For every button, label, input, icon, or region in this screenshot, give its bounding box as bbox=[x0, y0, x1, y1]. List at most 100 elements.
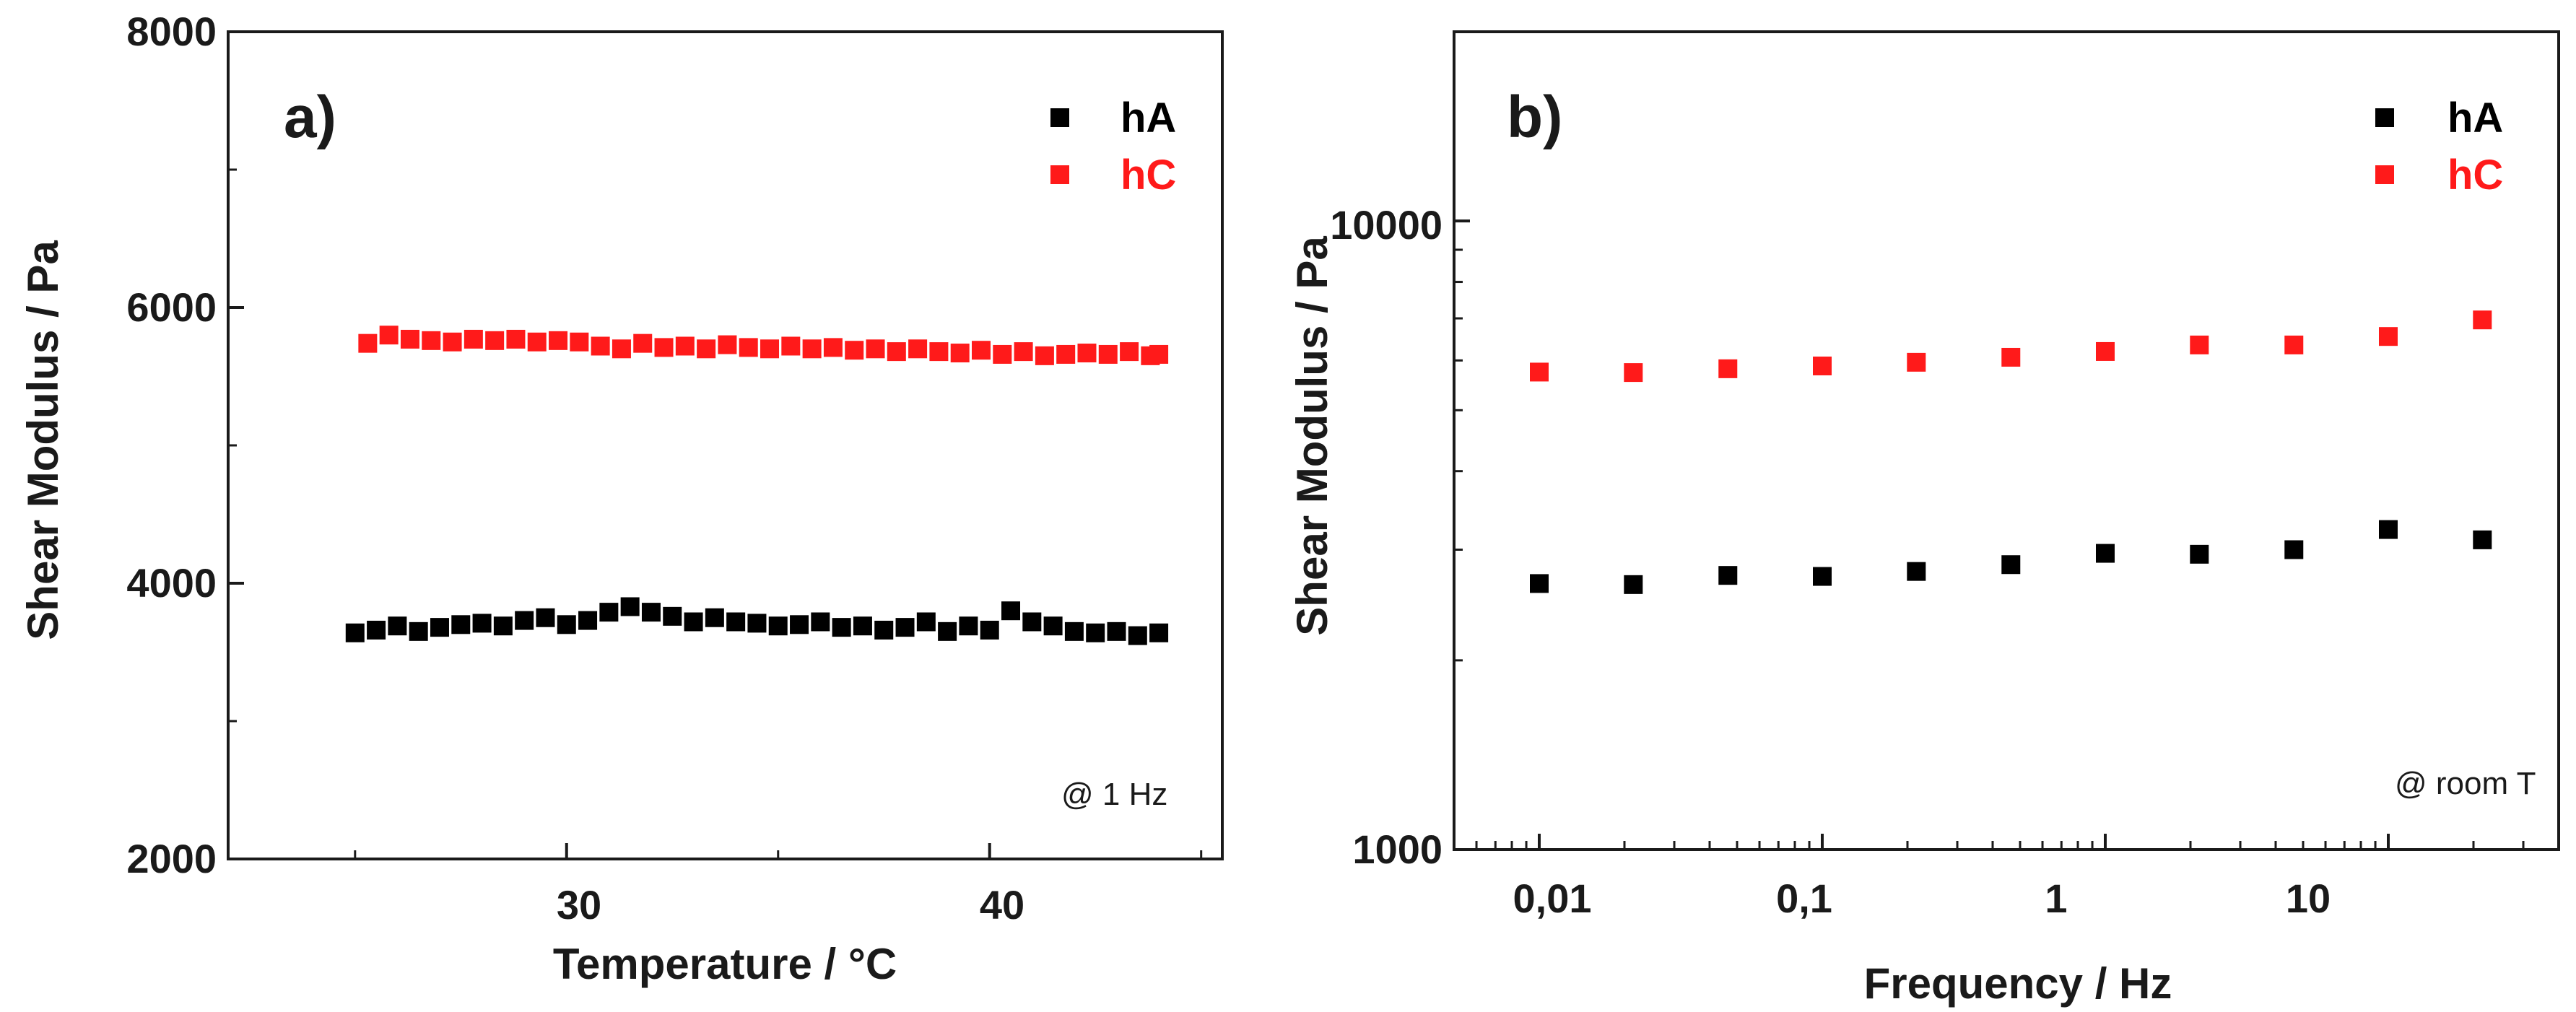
panel-b-hA-data-point bbox=[2473, 530, 2492, 549]
panel-a-hC-data-point bbox=[697, 339, 716, 359]
panel-b-hA-data-point bbox=[1813, 567, 1832, 586]
panel-b-hC-data-point bbox=[1907, 352, 1926, 372]
panel-b-ytick-label-10000: 10000 bbox=[1330, 202, 1443, 248]
panel-b-hC-data-point bbox=[1624, 363, 1643, 383]
panel-a-hC-data-point bbox=[422, 331, 441, 350]
panel-b-annotation: @ room T bbox=[2395, 766, 2536, 801]
panel-a-hC-data-point bbox=[802, 339, 822, 359]
panel-a-hC-data-point bbox=[950, 344, 970, 363]
panel-a-hA-data-point bbox=[1043, 616, 1063, 636]
panel-b-hC-data-point bbox=[2190, 335, 2209, 354]
panel-a-legend-marker-hA bbox=[1050, 108, 1069, 127]
panel-a-hC-data-point bbox=[823, 338, 843, 357]
panel-b-plot-frame bbox=[1453, 30, 2560, 851]
panel-a-x-axis-title: Temperature / °C bbox=[553, 940, 897, 988]
panel-a-hA-data-point bbox=[895, 618, 915, 637]
panel-b-hA-data-point bbox=[1530, 574, 1549, 593]
panel-a-hA-data-point bbox=[451, 615, 471, 634]
panel-a-legend-marker-hC bbox=[1050, 165, 1069, 184]
panel-a-hA-data-point bbox=[1001, 601, 1021, 621]
panel-a-hC-data-point bbox=[781, 336, 801, 356]
panel-a-hC-data-point bbox=[1035, 346, 1054, 365]
panel-a-hA-data-point bbox=[663, 606, 682, 626]
panel-b-legend-label-hC: hC bbox=[2447, 152, 2503, 199]
panel-a-hA-data-point bbox=[790, 615, 809, 634]
panel-a-hC-data-point bbox=[1098, 344, 1118, 364]
panel-b-xtick-label-0-1: 0,1 bbox=[1776, 876, 1832, 921]
panel-a-hC-data-point bbox=[760, 339, 780, 359]
panel-a-hA-data-point bbox=[747, 614, 767, 633]
panel-a-hA-data-point bbox=[853, 616, 872, 636]
panel-a-hA-data-point bbox=[515, 611, 534, 630]
panel-a-hC-data-point bbox=[570, 332, 589, 352]
panel-a-hA-data-point bbox=[980, 620, 999, 640]
panel-a-xtick-label-30: 30 bbox=[557, 882, 601, 928]
panel-b-hA-data-point bbox=[2095, 544, 2115, 563]
panel-a-hC-data-point bbox=[718, 335, 737, 354]
panel-a-annotation: @ 1 Hz bbox=[1061, 777, 1167, 812]
panel-a-hC-data-point bbox=[506, 329, 526, 349]
panel-a: a) 2000 4000 6000 8000 30 40 Temperature… bbox=[19, 9, 1224, 988]
panel-b-hA-data-point bbox=[2284, 540, 2304, 559]
panel-a-hC-data-point bbox=[485, 331, 505, 350]
panel-a-hA-data-point bbox=[1086, 623, 1105, 642]
panel-a-hA-data-point bbox=[1107, 621, 1126, 641]
panel-a-ticks bbox=[228, 30, 1203, 860]
panel-b-hA-data-point bbox=[1718, 566, 1738, 585]
panel-b-xtick-label-0-01: 0,01 bbox=[1513, 876, 1592, 921]
panel-a-hA-data-point bbox=[388, 616, 407, 636]
panel-a-ytick-label-2000: 2000 bbox=[126, 836, 217, 881]
panel-b: b) 1000 10000 0,01 0,1 1 10 Frequency / … bbox=[1288, 30, 2560, 1008]
panel-b-hC-data-point bbox=[2001, 347, 2021, 367]
panel-a-hC-data-point bbox=[845, 341, 864, 360]
panel-b-legend-label-hA: hA bbox=[2447, 95, 2503, 141]
panel-a-label: a) bbox=[284, 84, 336, 150]
panel-a-hA-data-point bbox=[959, 616, 978, 636]
panel-a-xtick-label-40: 40 bbox=[980, 882, 1024, 928]
panel-a-hA-data-point bbox=[1064, 621, 1084, 641]
panel-b-ticks bbox=[1454, 219, 2525, 851]
panel-a-hA-data-point bbox=[641, 603, 661, 622]
panel-a-hA-data-point bbox=[705, 608, 724, 627]
panel-a-hA-data-point bbox=[472, 614, 492, 633]
panel-a-hC-data-point bbox=[1014, 342, 1033, 362]
panel-b-hA-data-point bbox=[2001, 555, 2021, 575]
panel-b-hA-data-point bbox=[1624, 575, 1643, 594]
panel-a-legend-label-hA: hA bbox=[1121, 95, 1176, 141]
panel-a-hA-data-point bbox=[811, 612, 830, 632]
panel-a-data-points bbox=[345, 326, 1169, 645]
panel-b-ytick-label-1000: 1000 bbox=[1352, 826, 1443, 872]
panel-b-legend-marker-hA bbox=[2375, 108, 2394, 127]
panel-b-hC-data-point bbox=[1813, 356, 1832, 375]
panel-a-hC-data-point bbox=[633, 333, 653, 353]
panel-b-x-axis-title: Frequency / Hz bbox=[1864, 959, 2172, 1008]
panel-a-hA-data-point bbox=[493, 616, 513, 636]
panel-a-hC-data-point bbox=[1149, 344, 1169, 364]
panel-b-hA-data-point bbox=[1907, 562, 1926, 581]
panel-a-hA-data-point bbox=[599, 603, 619, 622]
panel-a-hC-data-point bbox=[527, 332, 547, 352]
panel-a-hC-data-point bbox=[929, 342, 949, 362]
panel-a-hA-data-point bbox=[726, 612, 746, 632]
panel-b-hA-data-point bbox=[2190, 544, 2209, 564]
panel-a-hC-data-point bbox=[908, 339, 928, 359]
panel-a-hA-data-point bbox=[430, 618, 449, 637]
panel-a-hA-data-point bbox=[1149, 623, 1169, 642]
panel-a-hC-data-point bbox=[866, 339, 885, 359]
panel-b-label: b) bbox=[1507, 84, 1562, 150]
panel-a-hC-data-point bbox=[739, 338, 758, 357]
panel-a-hC-data-point bbox=[1056, 344, 1076, 364]
panel-a-hA-data-point bbox=[1022, 612, 1042, 632]
panel-a-hA-data-point bbox=[938, 621, 957, 641]
panel-b-hC-data-point bbox=[1530, 362, 1549, 382]
panel-a-y-axis-title: Shear Modulus / Pa bbox=[19, 240, 67, 640]
panel-a-hA-data-point bbox=[684, 612, 703, 632]
panel-a-hA-data-point bbox=[367, 620, 386, 640]
panel-a-legend-label-hC: hC bbox=[1121, 152, 1176, 199]
panel-b-xtick-label-10: 10 bbox=[2286, 876, 2331, 921]
panel-a-hC-data-point bbox=[654, 338, 674, 357]
panel-b-xtick-label-1: 1 bbox=[2045, 876, 2067, 921]
panel-a-hC-data-point bbox=[464, 329, 483, 349]
panel-a-hA-data-point bbox=[768, 616, 788, 636]
panel-a-hA-data-point bbox=[578, 611, 598, 630]
